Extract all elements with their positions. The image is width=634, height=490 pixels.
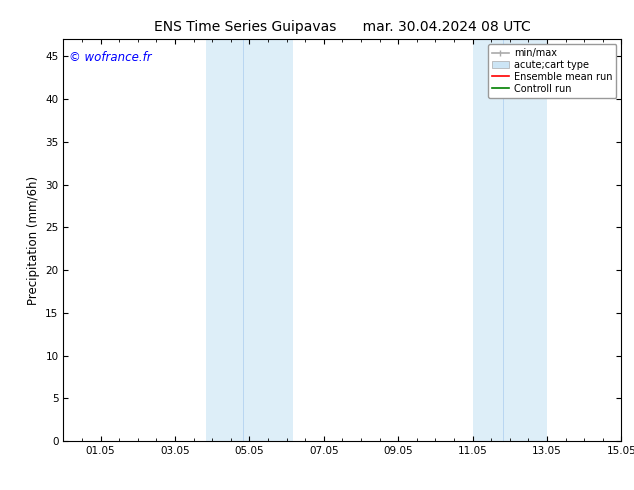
Bar	[503, 39, 547, 441]
Title: ENS Time Series Guipavas      mar. 30.04.2024 08 UTC: ENS Time Series Guipavas mar. 30.04.2024…	[154, 20, 531, 34]
Bar	[206, 39, 243, 441]
Text: © wofrance.fr: © wofrance.fr	[69, 51, 152, 64]
Legend: min/max, acute;cart type, Ensemble mean run, Controll run: min/max, acute;cart type, Ensemble mean …	[488, 44, 616, 98]
Bar	[243, 39, 293, 441]
Bar	[472, 39, 503, 441]
Y-axis label: Precipitation (mm/6h): Precipitation (mm/6h)	[27, 175, 40, 305]
